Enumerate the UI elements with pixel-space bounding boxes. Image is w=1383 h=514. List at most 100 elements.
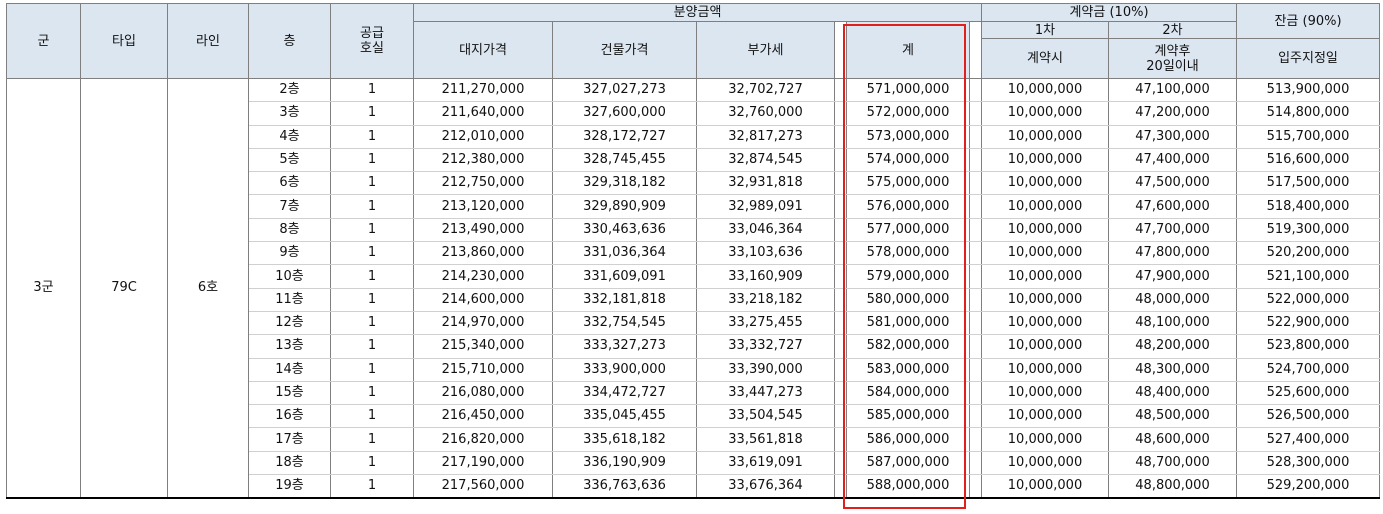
cell-balance: 529,200,000 (1236, 474, 1380, 500)
cell-spacer-right (969, 288, 982, 312)
cell-balance: 528,300,000 (1236, 451, 1380, 476)
cell-spacer-right (969, 264, 982, 289)
cell-spacer-right (969, 451, 982, 476)
cell-floor: 2층 (248, 78, 331, 103)
cell-vat: 32,874,545 (696, 148, 835, 173)
cell-total: 572,000,000 (846, 101, 970, 126)
cell-floor: 9층 (248, 241, 331, 266)
cell-spacer-right (969, 334, 982, 359)
cell-building-price: 329,890,909 (552, 194, 697, 219)
cell-first-payment: 10,000,000 (981, 334, 1109, 359)
table-row: 3군 79C 6호 2층 1 211,270,000 327,027,273 32,702,7… (6, 78, 1380, 500)
cell-vat: 32,931,818 (696, 171, 835, 196)
cell-balance: 514,800,000 (1236, 101, 1380, 126)
table-row: 16층 1 216,450,000 335,045,455 33,504,545 585,… (7, 404, 1380, 429)
header-sale-price: 분양금액 (413, 3, 982, 22)
cell-second-payment: 47,400,000 (1108, 148, 1237, 173)
cell-spacer-right (969, 125, 982, 149)
table-body: 3군 79C 6호 2층 1 211,270,000 327,027,273 32,702,7… (6, 78, 1380, 500)
cell-total: 577,000,000 (846, 218, 970, 243)
cell-second-payment: 47,500,000 (1108, 171, 1237, 196)
header-vat: 부가세 (696, 21, 835, 79)
cell-first-payment: 10,000,000 (981, 427, 1109, 452)
cell-floor: 15층 (248, 381, 331, 406)
cell-land-price: 215,340,000 (413, 334, 553, 359)
header-type: 타입 (80, 3, 168, 79)
cell-land-price: 217,190,000 (413, 451, 553, 476)
cell-spacer-right (969, 427, 982, 452)
cell-building-price: 331,036,364 (552, 241, 697, 266)
cell-land-price: 211,270,000 (413, 78, 553, 103)
cell-second-payment: 48,000,000 (1108, 288, 1237, 312)
header-land-price: 대지가격 (413, 21, 553, 79)
cell-floor: 11층 (248, 288, 331, 312)
header-first-payment: 1차 (981, 21, 1109, 39)
cell-spacer-left (834, 264, 847, 289)
cell-first-payment: 10,000,000 (981, 148, 1109, 173)
cell-total: 578,000,000 (846, 241, 970, 266)
table-row: 6층 1 212,750,000 329,318,182 32,931,818 575,0… (7, 171, 1380, 196)
header-spacer-left (834, 21, 847, 79)
cell-spacer-right (969, 381, 982, 406)
cell-land-price: 216,080,000 (413, 381, 553, 406)
cell-spacer-left (834, 241, 847, 266)
cell-first-payment: 10,000,000 (981, 241, 1109, 266)
table-row: 9층 1 213,860,000 331,036,364 33,103,636 578,0… (7, 241, 1380, 266)
cell-floor: 10층 (248, 264, 331, 289)
cell-spacer-right (969, 404, 982, 429)
cell-spacer-right (969, 311, 982, 336)
cell-balance: 513,900,000 (1236, 78, 1380, 103)
cell-building-price: 335,618,182 (552, 427, 697, 452)
header-second-payment: 2차 (1108, 21, 1237, 39)
cell-building-price: 332,181,818 (552, 288, 697, 312)
cell-total: 588,000,000 (846, 474, 970, 500)
cell-first-payment: 10,000,000 (981, 125, 1109, 149)
cell-floor: 18층 (248, 451, 331, 476)
cell-land-price: 214,970,000 (413, 311, 553, 336)
cell-units: 1 (330, 311, 414, 336)
cell-balance: 517,500,000 (1236, 171, 1380, 196)
cell-units: 1 (330, 474, 414, 500)
cell-total: 586,000,000 (846, 427, 970, 452)
cell-second-payment: 48,200,000 (1108, 334, 1237, 359)
table-row: 19층 1 217,560,000 336,763,636 33,676,364 588,… (7, 474, 1380, 500)
header-balance: 잔금 (90%) (1236, 3, 1380, 39)
cell-second-payment: 47,900,000 (1108, 264, 1237, 289)
cell-vat: 33,218,182 (696, 288, 835, 312)
header-supply-units: 공급 호실 (330, 3, 414, 79)
cell-line: 6호 (167, 78, 249, 500)
header-second-sub-line2: 20일이내 (1146, 58, 1199, 74)
cell-land-price: 212,380,000 (413, 148, 553, 173)
cell-vat: 33,275,455 (696, 311, 835, 336)
table-row: 7층 1 213,120,000 329,890,909 32,989,091 576,0… (7, 194, 1380, 219)
cell-land-price: 212,750,000 (413, 171, 553, 196)
cell-spacer-left (834, 125, 847, 149)
cell-second-payment: 48,700,000 (1108, 451, 1237, 476)
cell-first-payment: 10,000,000 (981, 78, 1109, 103)
cell-first-payment: 10,000,000 (981, 358, 1109, 382)
cell-spacer-left (834, 311, 847, 336)
cell-building-price: 335,045,455 (552, 404, 697, 429)
cell-second-payment: 48,600,000 (1108, 427, 1237, 452)
cell-second-payment: 48,300,000 (1108, 358, 1237, 382)
cell-building-price: 330,463,636 (552, 218, 697, 243)
cell-vat: 33,046,364 (696, 218, 835, 243)
cell-total: 579,000,000 (846, 264, 970, 289)
cell-land-price: 217,560,000 (413, 474, 553, 500)
cell-vat: 33,160,909 (696, 264, 835, 289)
cell-balance: 525,600,000 (1236, 381, 1380, 406)
cell-total: 580,000,000 (846, 288, 970, 312)
cell-vat: 32,817,273 (696, 125, 835, 149)
cell-units: 1 (330, 241, 414, 266)
header-supply-units-line2: 호실 (360, 41, 384, 56)
cell-balance: 523,800,000 (1236, 334, 1380, 359)
cell-first-payment: 10,000,000 (981, 404, 1109, 429)
cell-units: 1 (330, 218, 414, 243)
cell-total: 573,000,000 (846, 125, 970, 149)
cell-units: 1 (330, 358, 414, 382)
cell-spacer-right (969, 194, 982, 219)
cell-spacer-left (834, 288, 847, 312)
cell-second-payment: 48,800,000 (1108, 474, 1237, 500)
cell-spacer-left (834, 171, 847, 196)
